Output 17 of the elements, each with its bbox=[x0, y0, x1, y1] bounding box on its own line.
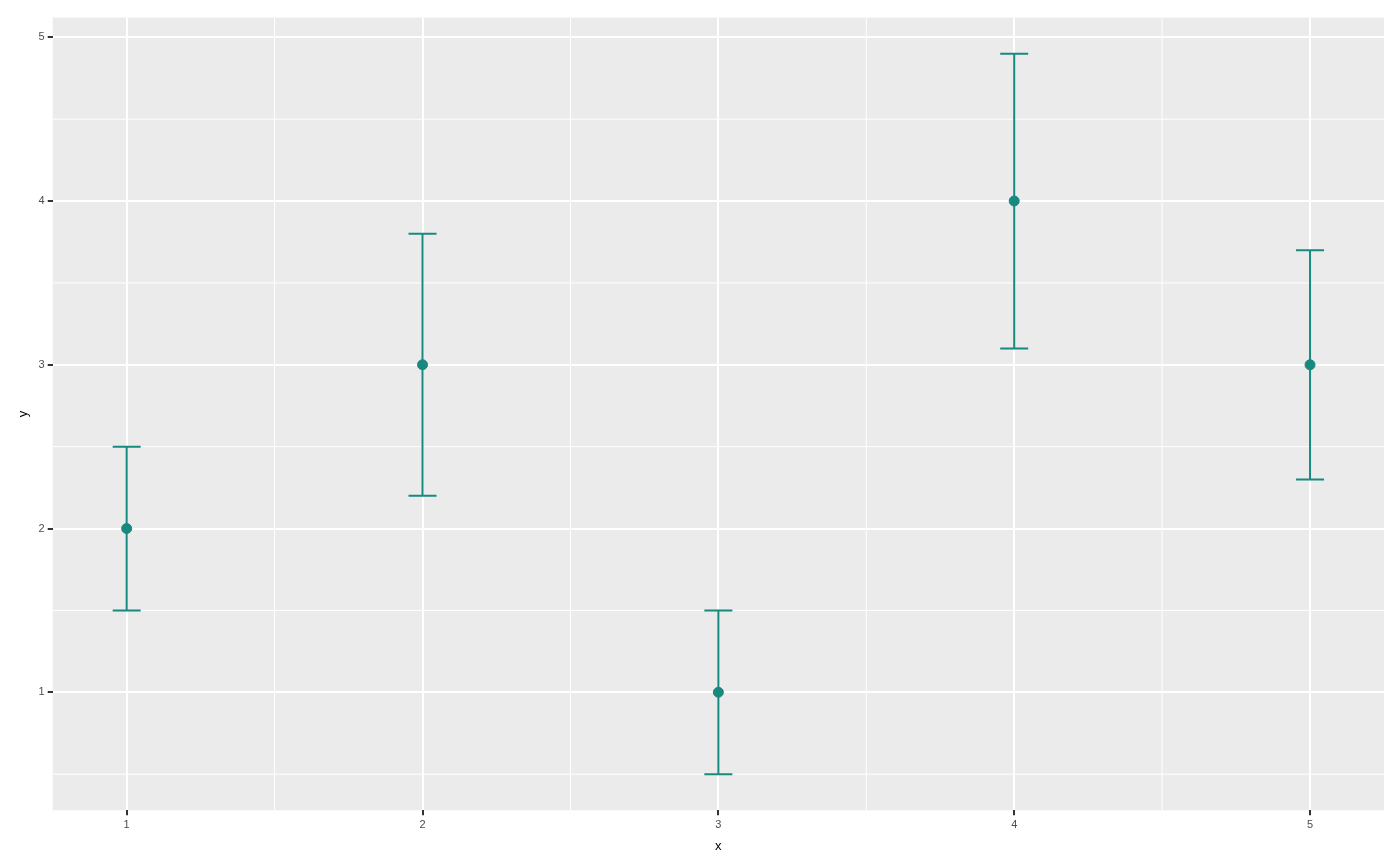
x-tick-label: 1 bbox=[123, 817, 130, 830]
x-tick-label: 2 bbox=[419, 817, 426, 830]
y-tick-label: 1 bbox=[38, 685, 45, 698]
y-tick-label: 3 bbox=[38, 357, 45, 370]
x-tick-label: 4 bbox=[1011, 817, 1018, 830]
point bbox=[1304, 359, 1316, 371]
point bbox=[417, 359, 429, 371]
y-tick-label: 4 bbox=[38, 194, 45, 207]
x-axis-title: x bbox=[715, 837, 723, 853]
point bbox=[121, 523, 133, 535]
point bbox=[712, 686, 724, 698]
x-tick-label: 3 bbox=[715, 817, 722, 830]
y-tick-label: 2 bbox=[38, 521, 45, 534]
y-tick-label: 5 bbox=[38, 30, 45, 43]
point bbox=[1008, 195, 1020, 207]
y-axis-title: y bbox=[15, 410, 31, 418]
x-tick-label: 5 bbox=[1306, 817, 1314, 830]
